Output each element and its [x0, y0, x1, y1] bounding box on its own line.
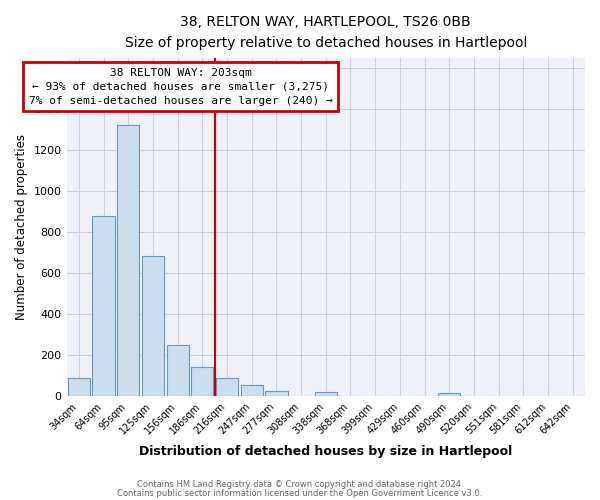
Bar — [191, 366, 214, 396]
Bar — [438, 392, 460, 396]
Bar — [92, 216, 115, 396]
Bar — [241, 385, 263, 396]
Bar — [314, 392, 337, 396]
Bar — [216, 378, 238, 396]
X-axis label: Distribution of detached houses by size in Hartlepool: Distribution of detached houses by size … — [139, 444, 512, 458]
Text: Contains HM Land Registry data © Crown copyright and database right 2024.: Contains HM Land Registry data © Crown c… — [137, 480, 463, 489]
Bar — [167, 345, 189, 397]
Title: 38, RELTON WAY, HARTLEPOOL, TS26 0BB
Size of property relative to detached house: 38, RELTON WAY, HARTLEPOOL, TS26 0BB Siz… — [125, 15, 527, 50]
Y-axis label: Number of detached properties: Number of detached properties — [15, 134, 28, 320]
Text: 38 RELTON WAY: 203sqm
← 93% of detached houses are smaller (3,275)
7% of semi-de: 38 RELTON WAY: 203sqm ← 93% of detached … — [29, 68, 332, 106]
Bar — [68, 378, 90, 396]
Bar — [117, 126, 139, 396]
Bar — [142, 256, 164, 396]
Bar — [265, 391, 287, 396]
Text: Contains public sector information licensed under the Open Government Licence v3: Contains public sector information licen… — [118, 488, 482, 498]
